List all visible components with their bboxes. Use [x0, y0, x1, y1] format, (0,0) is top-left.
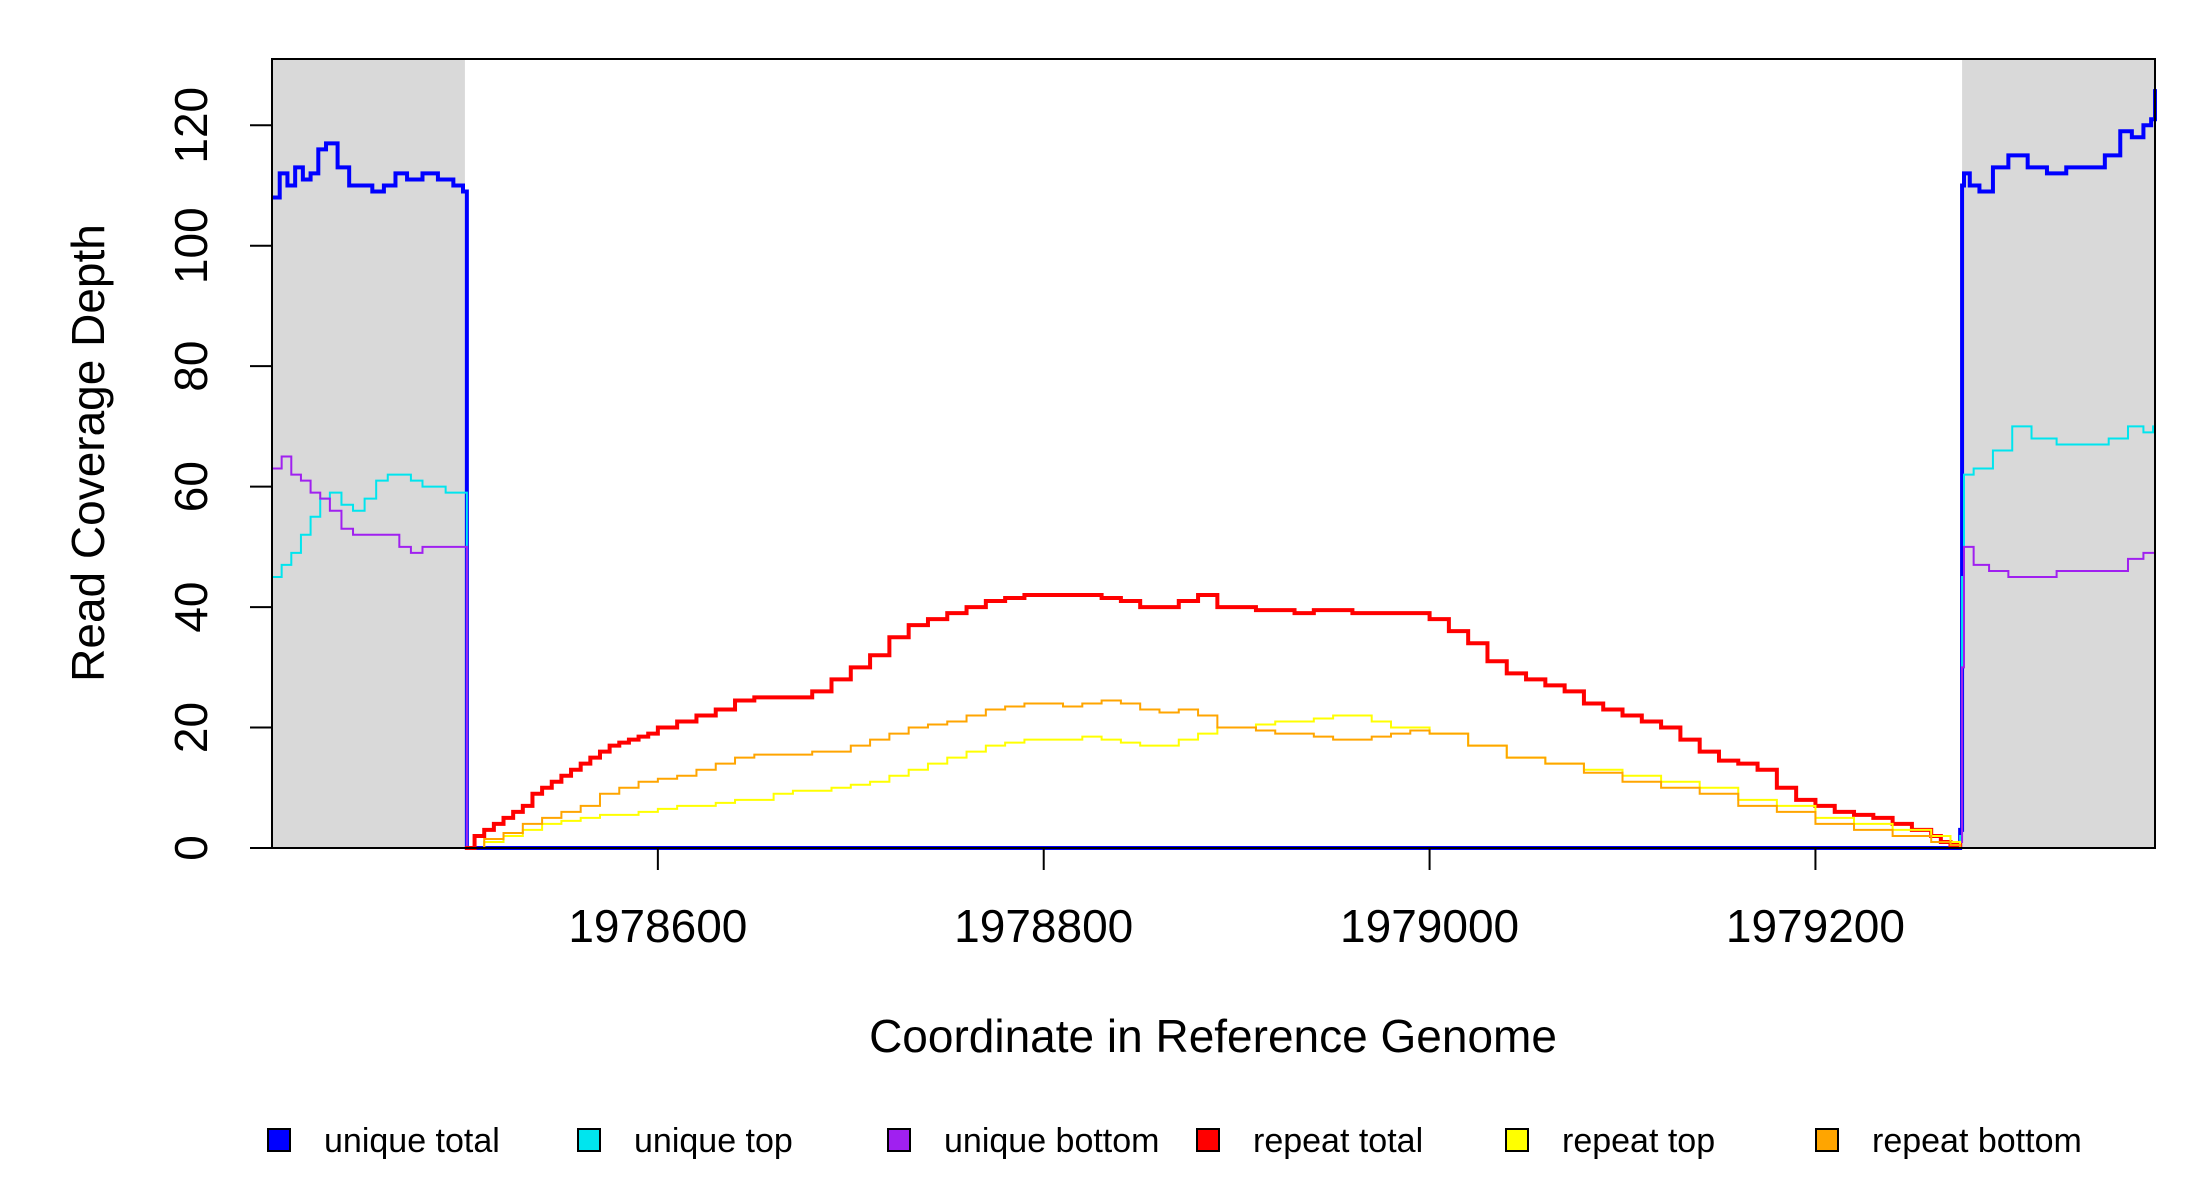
y-tick-label: 100 — [165, 207, 217, 284]
shaded-region-1 — [272, 59, 465, 848]
legend-swatch-repeat-total — [1196, 1128, 1220, 1152]
series-unique-top — [272, 384, 2156, 849]
legend-swatch-repeat-bottom — [1815, 1128, 1839, 1152]
x-tick-label: 1979000 — [1340, 900, 1519, 952]
series-lines — [272, 89, 2157, 850]
series-repeat-total — [464, 593, 1963, 850]
legend-swatch-unique-bottom — [887, 1128, 911, 1152]
legend-swatch-unique-top — [577, 1128, 601, 1152]
y-axis-title: Read Coverage Depth — [62, 224, 114, 682]
legend-label-repeat-bottom: repeat bottom — [1872, 1122, 2082, 1160]
shaded-regions — [272, 59, 2155, 848]
y-tick-label: 60 — [165, 461, 217, 512]
legend-label-unique-bottom: unique bottom — [944, 1122, 1160, 1160]
x-tick-label: 1979200 — [1726, 900, 1905, 952]
legend: unique total unique top unique bottom repea… — [267, 1122, 2082, 1160]
x-axis-title: Coordinate in Reference Genome — [869, 1010, 1557, 1062]
series-repeat-top — [464, 714, 1962, 849]
legend-label-unique-top: unique top — [634, 1122, 793, 1160]
x-tick-label: 1978600 — [568, 900, 747, 952]
series-unique-bottom — [272, 455, 2155, 849]
legend-swatch-unique-total — [267, 1128, 291, 1152]
series-repeat-bottom — [464, 699, 1962, 849]
legend-label-unique-total: unique total — [324, 1122, 500, 1160]
x-axis: 1978600 1978800 1979000 1979200 — [568, 847, 1905, 952]
y-tick-label: 80 — [165, 341, 217, 392]
y-tick-label: 0 — [165, 835, 217, 861]
legend-label-repeat-total: repeat total — [1253, 1122, 1423, 1160]
legend-swatch-repeat-top — [1505, 1128, 1529, 1152]
plot-frame — [271, 58, 2156, 849]
y-tick-label: 40 — [165, 581, 217, 632]
y-axis: 0 20 40 60 80 100 120 — [165, 87, 273, 861]
y-tick-label: 20 — [165, 702, 217, 753]
y-tick-label: 120 — [165, 87, 217, 164]
x-tick-label: 1978800 — [954, 900, 1133, 952]
legend-label-repeat-top: repeat top — [1562, 1122, 1715, 1160]
